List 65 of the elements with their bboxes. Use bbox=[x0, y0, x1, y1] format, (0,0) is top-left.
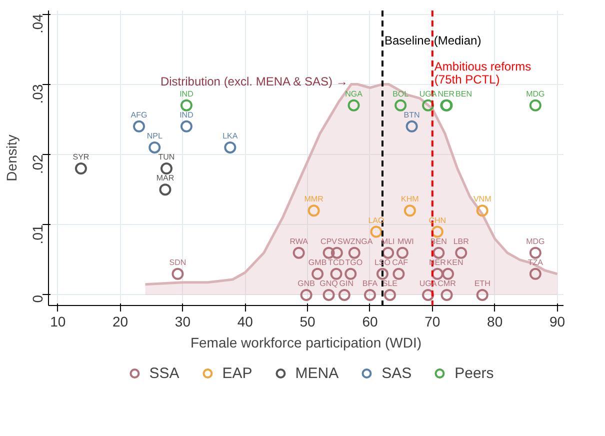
ref-line-label: Ambitious reforms (75th PCTL) bbox=[434, 60, 532, 86]
data-label: MMR bbox=[304, 194, 324, 204]
x-tick-label: 50 bbox=[300, 314, 316, 330]
y-tick-label: .04 bbox=[30, 14, 46, 34]
data-label: CMR bbox=[438, 278, 456, 288]
data-label: AFG bbox=[130, 110, 148, 120]
legend-label: Peers bbox=[454, 364, 494, 382]
y-tick-label: .01 bbox=[30, 224, 46, 244]
legend-label: MENA bbox=[295, 364, 339, 382]
x-axis-title: Female workforce participation (WDI) bbox=[190, 334, 422, 350]
data-label: RWA bbox=[290, 236, 309, 246]
x-tick-label: 80 bbox=[487, 314, 503, 330]
data-label: GMB bbox=[308, 258, 327, 267]
data-label: CAF bbox=[392, 258, 408, 267]
data-label: NGA bbox=[345, 89, 364, 98]
data-label: BEN bbox=[456, 89, 472, 98]
data-label: MLI bbox=[381, 236, 395, 246]
y-tick-label: .03 bbox=[30, 84, 46, 104]
data-label: SDN bbox=[169, 258, 186, 267]
data-label: TZA bbox=[528, 258, 544, 267]
data-label: LBR bbox=[453, 236, 470, 246]
x-tick-label: 10 bbox=[50, 314, 66, 330]
y-axis-title: Density bbox=[4, 134, 20, 182]
data-label: GIN bbox=[339, 278, 354, 288]
data-label: BTN bbox=[404, 110, 420, 120]
data-label: KHM bbox=[401, 194, 420, 204]
x-tick-label: 20 bbox=[112, 314, 128, 330]
data-label: MDG bbox=[526, 89, 545, 98]
x-tick-label: 60 bbox=[362, 314, 378, 330]
data-label: ETH bbox=[474, 278, 491, 288]
ref-line-label: Baseline (Median) bbox=[384, 34, 482, 48]
data-label: NGA bbox=[355, 236, 374, 246]
data-label: GNB bbox=[298, 278, 315, 288]
data-label: LKA bbox=[222, 131, 238, 140]
x-tick-label: 30 bbox=[174, 314, 191, 330]
x-tick-label: 90 bbox=[549, 314, 566, 330]
x-tick-label: 40 bbox=[237, 314, 254, 330]
data-label: IND bbox=[180, 89, 194, 98]
data-label: KEN bbox=[446, 258, 464, 267]
data-label: IND bbox=[180, 110, 194, 120]
data-label: SYR bbox=[72, 152, 90, 162]
data-label: BFA bbox=[362, 278, 378, 288]
legend-label: SSA bbox=[149, 364, 180, 382]
data-label: CPV bbox=[320, 236, 338, 246]
data-label: MAR bbox=[156, 174, 174, 183]
y-tick-label: .02 bbox=[30, 154, 46, 174]
annotation: Distribution (excl. MENA & SAS) → bbox=[160, 74, 348, 88]
x-tick-label: 70 bbox=[424, 314, 440, 330]
y-tick-label: 0 bbox=[30, 294, 46, 303]
data-label: MWI bbox=[397, 236, 414, 246]
data-label: NPL bbox=[146, 131, 163, 140]
data-label: BEN bbox=[430, 236, 448, 246]
data-label: TUN bbox=[158, 152, 175, 162]
data-label: LAO bbox=[368, 216, 384, 225]
data-label: TCD bbox=[328, 258, 345, 267]
legend-label: SAS bbox=[382, 364, 412, 382]
legend-label: EAP bbox=[222, 364, 252, 382]
data-label: MDG bbox=[526, 236, 545, 246]
data-label: GNQ bbox=[320, 278, 338, 288]
data-label: TGO bbox=[345, 258, 363, 267]
data-label: CHN bbox=[428, 216, 446, 225]
data-label: BOL bbox=[392, 89, 410, 98]
data-label: VNM bbox=[473, 194, 492, 204]
data-label: SWZ bbox=[338, 236, 356, 246]
data-label: NER bbox=[438, 89, 455, 98]
